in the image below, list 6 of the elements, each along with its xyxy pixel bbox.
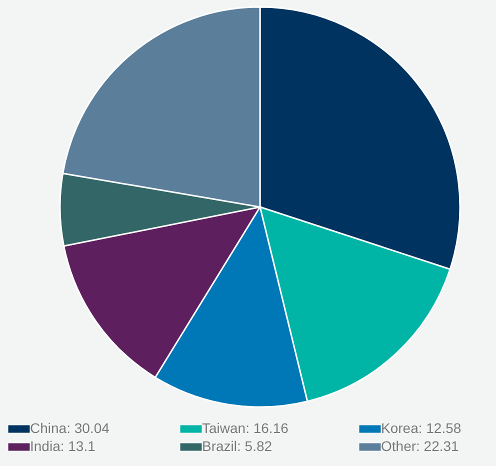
legend-label: Korea: 12.58	[381, 420, 462, 436]
legend-label: India: 13.1	[30, 438, 96, 454]
legend-label: Taiwan: 16.16	[202, 420, 289, 436]
legend-label: Other: 22.31	[381, 438, 460, 454]
legend-label: China: 30.04	[30, 420, 110, 436]
legend-label: Brazil: 5.82	[202, 438, 272, 454]
